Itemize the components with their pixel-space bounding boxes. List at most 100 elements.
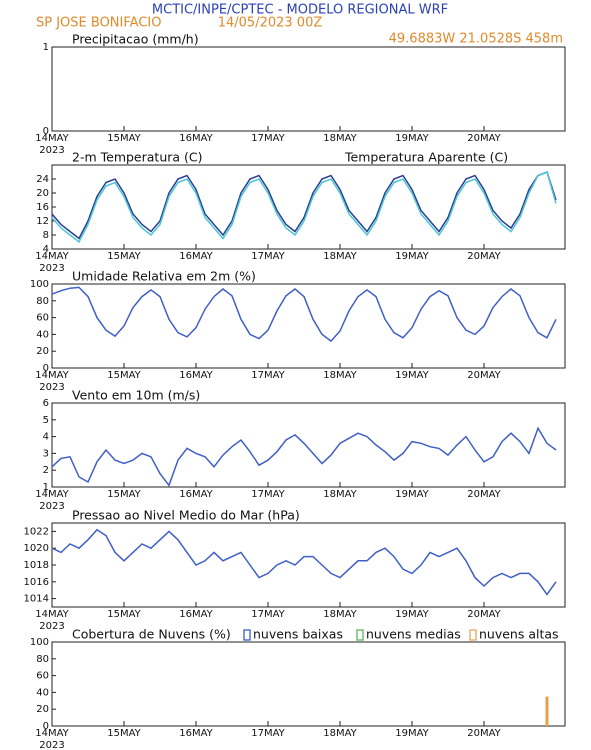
x-tick-label: 14MAY [35,728,69,739]
x-tick-label: 18MAY [323,609,357,620]
x-tick-label: 20MAY [467,609,501,620]
series-line [51,171,557,244]
legend-swatch [469,629,477,641]
y-tick-label: 12 [36,216,49,227]
legend-swatch [243,629,251,641]
y-tick-label: 24 [36,174,49,185]
y-tick-label: 20 [36,346,49,357]
x-tick-label: 17MAY [251,251,285,262]
y-tick-label: 40 [36,687,49,698]
plot-frame [51,402,566,488]
panel-title: 2-m Temperatura (C) [72,150,203,165]
panel-title: Precipitacao (mm/h) [72,32,199,47]
y-tick-label: 0 [43,363,49,374]
legend-swatch [356,629,364,641]
plot-frame [51,641,566,727]
x-tick-label: 19MAY [395,133,429,144]
x-tick-label: 18MAY [323,728,357,739]
x-tick-label: 16MAY [179,728,213,739]
x-tick-label: 18MAY [323,133,357,144]
legend-label: Temperatura Aparente (C) [344,150,508,165]
y-tick-label: 80 [36,296,49,307]
panel-title: Vento em 10m (m/s) [72,388,200,403]
x-tick-label: 20MAY [467,489,501,500]
x-tick-label: 20MAY [467,251,501,262]
legend-label: nuvens medias [366,627,461,642]
series-line [51,286,557,343]
y-tick-label: 4 [43,244,49,255]
bar [545,696,549,726]
y-tick-label: 1020 [24,543,49,554]
x-tick-label: 19MAY [395,489,429,500]
x-tick-label: 20MAY [467,728,501,739]
y-tick-label: 20 [36,188,49,199]
x-tick-label: 20MAY [467,370,501,381]
y-tick-label: 4 [43,432,49,443]
y-tick-label: 3 [43,448,49,459]
x-tick-label: 19MAY [395,728,429,739]
y-tick-label: 1016 [24,577,49,588]
x-tick-label: 18MAY [323,489,357,500]
x-tick-label: 14MAY [35,133,69,144]
x-year-label: 2023 [39,740,64,750]
x-tick-label: 15MAY [107,728,141,739]
plot-frame [51,522,566,608]
legend-label: nuvens altas [479,627,559,642]
y-tick-label: 60 [36,671,49,682]
y-tick-label: 20 [36,704,49,715]
page-title: MCTIC/INPE/CPTEC - MODELO REGIONAL WRF [152,3,448,18]
x-year-label: 2023 [39,621,64,632]
x-tick-label: 16MAY [179,251,213,262]
series-line [51,171,557,240]
x-tick-label: 16MAY [179,370,213,381]
x-tick-label: 16MAY [179,133,213,144]
series-line [51,426,557,487]
y-tick-label: 16 [36,202,49,213]
x-year-label: 2023 [39,501,64,512]
y-tick-label: 1 [43,42,49,53]
x-tick-label: 19MAY [395,370,429,381]
plot-frame [51,46,566,132]
panel-title: Pressao ao Nivel Medio do Mar (hPa) [72,508,300,523]
legend-label: nuvens baixas [253,627,343,642]
y-tick-label: 5 [43,415,49,426]
y-tick-label: 1018 [24,560,49,571]
x-tick-label: 15MAY [107,251,141,262]
x-tick-label: 14MAY [35,370,69,381]
x-tick-label: 17MAY [251,728,285,739]
x-tick-label: 15MAY [107,489,141,500]
x-tick-label: 20MAY [467,133,501,144]
location: SP JOSE BONIFACIO [36,16,161,31]
y-tick-label: 1022 [24,526,49,537]
x-tick-label: 17MAY [251,489,285,500]
x-tick-label: 16MAY [179,489,213,500]
y-tick-label: 100 [30,279,49,290]
x-tick-label: 16MAY [179,609,213,620]
x-tick-label: 17MAY [251,609,285,620]
panel-title: Umidade Relativa em 2m (%) [72,269,256,284]
x-tick-label: 14MAY [35,251,69,262]
plot-frame [51,283,566,369]
x-tick-label: 18MAY [323,370,357,381]
x-tick-label: 17MAY [251,133,285,144]
x-tick-label: 19MAY [395,251,429,262]
run-time: 14/05/2023 00Z [218,16,323,31]
x-year-label: 2023 [39,263,64,274]
y-tick-label: 1014 [24,594,49,605]
x-year-label: 2023 [39,145,64,156]
series-line [51,528,557,596]
y-tick-label: 2 [43,465,49,476]
x-year-label: 2023 [39,382,64,393]
y-tick-label: 40 [36,329,49,340]
x-tick-label: 14MAY [35,609,69,620]
x-tick-label: 17MAY [251,370,285,381]
y-tick-label: 60 [36,313,49,324]
y-tick-label: 100 [30,637,49,648]
y-tick-label: 1 [43,482,49,493]
x-tick-label: 18MAY [323,251,357,262]
coordinates: 49.6883W 21.0528S 458m [389,32,563,47]
x-tick-label: 15MAY [107,370,141,381]
y-tick-label: 0 [43,721,49,732]
panel-title: Cobertura de Nuvens (%) [72,627,231,642]
